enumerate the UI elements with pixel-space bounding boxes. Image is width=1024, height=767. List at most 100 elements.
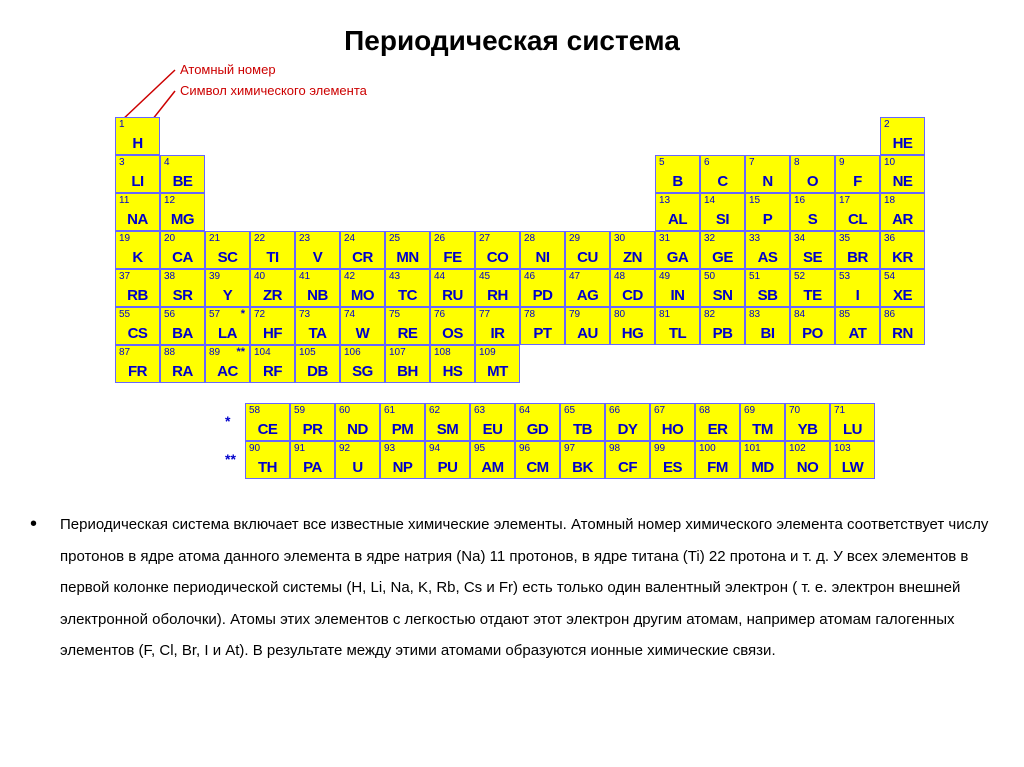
atomic-number: 41 bbox=[299, 271, 310, 282]
atomic-number: 38 bbox=[164, 271, 175, 282]
atomic-number: 59 bbox=[294, 405, 305, 416]
element-symbol: Xe bbox=[881, 287, 924, 304]
atomic-number: 52 bbox=[794, 271, 805, 282]
element-cell-ni: 28Ni bbox=[520, 231, 565, 269]
element-symbol: Zr bbox=[251, 287, 294, 304]
empty-cell bbox=[295, 193, 340, 231]
element-cell-s: 16S bbox=[790, 193, 835, 231]
element-symbol: Mo bbox=[341, 287, 384, 304]
element-symbol: V bbox=[296, 249, 339, 266]
atomic-number: 93 bbox=[384, 443, 395, 454]
element-cell-he: 2He bbox=[880, 117, 925, 155]
empty-cell bbox=[205, 155, 250, 193]
atomic-number: 27 bbox=[479, 233, 490, 244]
atomic-number: 61 bbox=[384, 405, 395, 416]
element-cell-ag: 47Ag bbox=[565, 269, 610, 307]
element-cell-si: 14Si bbox=[700, 193, 745, 231]
element-symbol: Si bbox=[701, 211, 744, 228]
element-cell-po: 84Po bbox=[790, 307, 835, 345]
atomic-number: 109 bbox=[479, 347, 496, 358]
element-symbol: Os bbox=[431, 325, 474, 342]
atomic-number: 29 bbox=[569, 233, 580, 244]
table-row: 87Fr88Ra89Ac**104Rf105Db106Sg107Bh108Hs1… bbox=[115, 345, 994, 383]
atomic-number: 53 bbox=[839, 271, 850, 282]
element-symbol: Pm bbox=[381, 421, 424, 438]
element-cell-al: 13Al bbox=[655, 193, 700, 231]
element-symbol: Ac bbox=[206, 363, 249, 380]
element-cell-rf: 104Rf bbox=[250, 345, 295, 383]
element-cell-zn: 30Zn bbox=[610, 231, 655, 269]
atomic-number: 97 bbox=[564, 443, 575, 454]
element-cell-ge: 32Ge bbox=[700, 231, 745, 269]
element-symbol: Cu bbox=[566, 249, 609, 266]
atomic-number: 100 bbox=[699, 443, 716, 454]
atomic-number: 26 bbox=[434, 233, 445, 244]
element-symbol: Na bbox=[116, 211, 159, 228]
empty-cell bbox=[745, 345, 790, 383]
element-cell-rn: 86Rn bbox=[880, 307, 925, 345]
element-cell-ac: 89Ac** bbox=[205, 345, 250, 383]
empty-cell bbox=[385, 193, 430, 231]
empty-cell bbox=[655, 117, 700, 155]
empty-cell bbox=[520, 155, 565, 193]
element-symbol: Sm bbox=[426, 421, 469, 438]
element-cell-np: 93Np bbox=[380, 441, 425, 479]
element-cell-cm: 96Cm bbox=[515, 441, 560, 479]
element-symbol: Hg bbox=[611, 325, 654, 342]
atomic-number: 86 bbox=[884, 309, 895, 320]
element-cell-sn: 50Sn bbox=[700, 269, 745, 307]
empty-cell bbox=[340, 117, 385, 155]
element-symbol: Yb bbox=[786, 421, 829, 438]
element-cell-sr: 38Sr bbox=[160, 269, 205, 307]
element-symbol: Be bbox=[161, 173, 204, 190]
empty-cell bbox=[430, 193, 475, 231]
atomic-number: 106 bbox=[344, 347, 361, 358]
empty-cell bbox=[475, 193, 520, 231]
atomic-number: 82 bbox=[704, 309, 715, 320]
atomic-number: 57 bbox=[209, 309, 220, 320]
atomic-number: 48 bbox=[614, 271, 625, 282]
atomic-number: 6 bbox=[704, 157, 710, 168]
element-symbol: Md bbox=[741, 459, 784, 476]
atomic-number: 91 bbox=[294, 443, 305, 454]
empty-cell bbox=[790, 345, 835, 383]
element-symbol: Pa bbox=[291, 459, 334, 476]
atomic-number: 49 bbox=[659, 271, 670, 282]
empty-cell bbox=[700, 345, 745, 383]
element-cell-gd: 64Gd bbox=[515, 403, 560, 441]
element-symbol: Ho bbox=[651, 421, 694, 438]
element-symbol: Lw bbox=[831, 459, 874, 476]
atomic-number: 25 bbox=[389, 233, 400, 244]
element-cell-cu: 29 Cu bbox=[565, 231, 610, 269]
atomic-number: 44 bbox=[434, 271, 445, 282]
element-cell-nd: 60Nd bbox=[335, 403, 380, 441]
element-symbol: Re bbox=[386, 325, 429, 342]
element-symbol: Te bbox=[791, 287, 834, 304]
element-symbol: Ag bbox=[566, 287, 609, 304]
element-cell-fe: 26Fe bbox=[430, 231, 475, 269]
element-cell-ho: 67Ho bbox=[650, 403, 695, 441]
atomic-number: 84 bbox=[794, 309, 805, 320]
element-cell-db: 105Db bbox=[295, 345, 340, 383]
element-symbol: Sc bbox=[206, 249, 249, 266]
atomic-number: 11 bbox=[119, 195, 129, 206]
atomic-number: 8 bbox=[794, 157, 800, 168]
atomic-number: 34 bbox=[794, 233, 805, 244]
element-cell-pt: 78Pt bbox=[520, 307, 565, 345]
element-cell-as: 33As bbox=[745, 231, 790, 269]
element-symbol: Fm bbox=[696, 459, 739, 476]
element-symbol: Cl bbox=[836, 211, 879, 228]
atomic-number: 88 bbox=[164, 347, 175, 358]
element-cell-y: 39Y bbox=[205, 269, 250, 307]
atomic-number: 21 bbox=[209, 233, 220, 244]
empty-cell bbox=[565, 345, 610, 383]
element-symbol: Dy bbox=[606, 421, 649, 438]
element-symbol: Tl bbox=[656, 325, 699, 342]
atomic-number: 101 bbox=[744, 443, 761, 454]
atomic-number: 54 bbox=[884, 271, 895, 282]
empty-cell bbox=[430, 155, 475, 193]
atomic-number: 68 bbox=[699, 405, 710, 416]
element-symbol: Cr bbox=[341, 249, 384, 266]
element-cell-se: 34Se bbox=[790, 231, 835, 269]
atomic-number: 98 bbox=[609, 443, 620, 454]
